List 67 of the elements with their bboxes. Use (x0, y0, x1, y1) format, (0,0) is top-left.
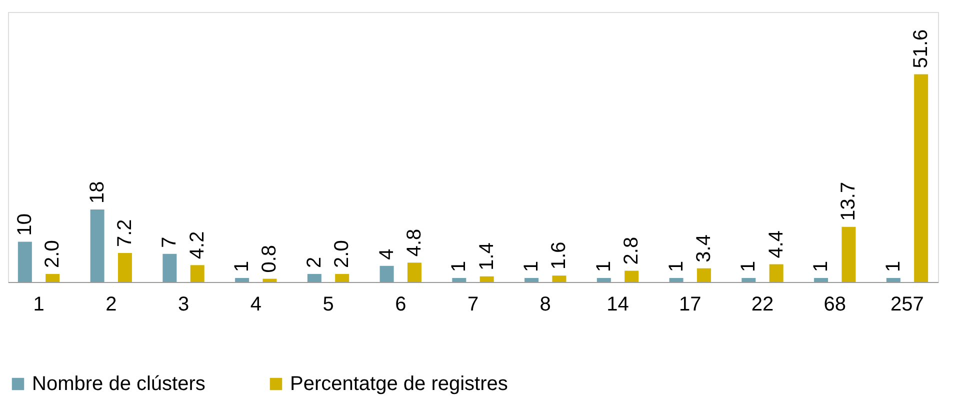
bar (235, 278, 250, 282)
bar (118, 253, 132, 282)
bar (262, 278, 277, 282)
bar (480, 276, 494, 282)
data-label: 1 (738, 260, 760, 272)
data-label: 1 (592, 260, 615, 272)
x-tick-label: 257 (890, 294, 924, 316)
data-label: 18 (86, 181, 108, 204)
data-label: 1 (448, 260, 470, 272)
data-label: 4.2 (186, 231, 208, 260)
bar (842, 226, 856, 282)
x-tick-label: 2 (106, 294, 117, 316)
bar (814, 278, 828, 282)
x-tick-label: 22 (751, 294, 774, 316)
bar (18, 242, 32, 282)
bar (407, 262, 422, 282)
bar (162, 254, 177, 282)
data-label: 0.8 (258, 244, 281, 273)
data-label: 1 (882, 260, 904, 272)
data-label: 1 (520, 260, 543, 272)
data-label: 4.4 (765, 230, 788, 258)
bar (90, 210, 104, 282)
bar (307, 274, 322, 282)
x-tick-label: 14 (606, 294, 629, 316)
bar (769, 264, 784, 282)
x-tick-label: 1 (33, 294, 44, 316)
x-tick-label: 5 (322, 294, 334, 316)
bar (624, 270, 639, 282)
bar (524, 278, 539, 282)
data-label: 1.4 (476, 242, 498, 270)
legend-label: Percentatge de registres (290, 373, 508, 395)
bar (452, 278, 466, 282)
data-label: 51.6 (910, 29, 932, 68)
bar (380, 266, 394, 282)
data-label: 1 (665, 260, 688, 272)
bar (190, 265, 204, 282)
x-tick-label: 3 (178, 294, 190, 316)
bar (335, 274, 350, 282)
bar (914, 74, 928, 282)
data-label: 4.8 (403, 228, 426, 257)
data-label: 4 (376, 248, 398, 260)
data-label: 1.6 (548, 242, 570, 270)
data-label: 2.0 (42, 240, 64, 268)
data-label: 2 (303, 256, 326, 268)
data-label: 2.0 (331, 240, 354, 268)
data-label: 7.2 (114, 219, 136, 248)
bar (742, 278, 756, 282)
x-tick-label: 8 (540, 294, 551, 316)
x-tick-label: 68 (824, 294, 846, 316)
bar (46, 274, 60, 282)
bar (696, 268, 711, 282)
data-label: 1 (231, 260, 254, 272)
data-label: 7 (158, 236, 181, 248)
x-tick-label: 7 (467, 294, 479, 316)
x-tick-label: 4 (250, 294, 262, 316)
data-label: 13.7 (838, 182, 860, 221)
bar (596, 278, 611, 282)
data-label: 1 (810, 260, 832, 272)
bar (669, 278, 684, 282)
x-tick-label: 17 (678, 294, 702, 316)
bar (552, 276, 566, 282)
bar (886, 278, 900, 282)
data-label: 2.8 (620, 236, 643, 265)
data-label: 10 (14, 214, 36, 236)
data-label: 3.4 (692, 234, 715, 262)
legend-label: Nombre de clústers (32, 373, 206, 395)
x-tick-label: 6 (395, 294, 406, 316)
